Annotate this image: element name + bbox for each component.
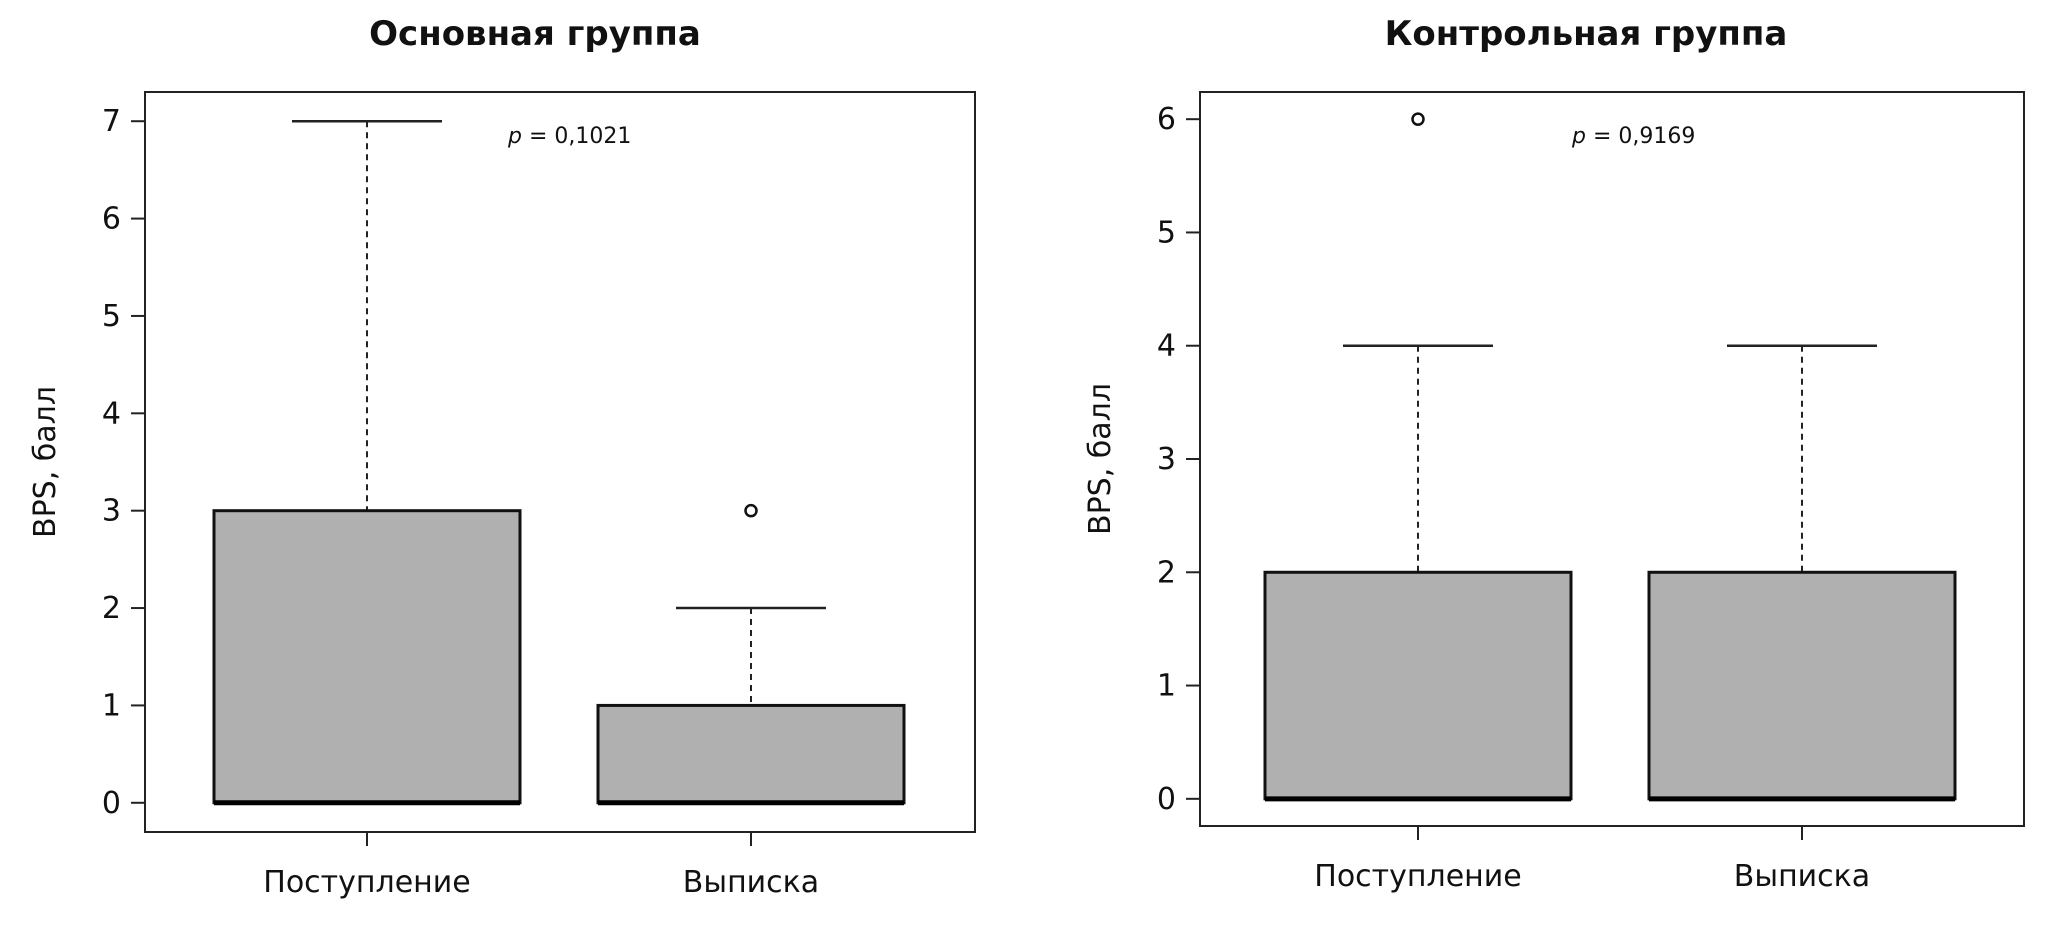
p-symbol: p [1571,124,1586,149]
p-value-annotation: p = 0,9169 [1571,124,1695,149]
outlier-point [1411,112,1425,126]
y-tick-label: 4 [102,396,121,431]
chart-panel-0: Основная группа BPS, балл 0 1 2 3 4 5 6 7 Поступле… [28,14,976,900]
y-axis-label: BPS, балл [28,386,63,538]
y-tick-label: 5 [1157,215,1176,250]
box-body [212,509,522,805]
x-tick-label: Поступление [263,865,470,900]
outlier-point [744,503,758,518]
plot-frame [144,91,976,833]
p-value: = 0,9169 [1586,124,1695,149]
chart-title: Основная группа [369,14,701,54]
y-tick-label: 0 [1157,782,1176,817]
y-tick-label: 1 [1157,669,1176,704]
y-tick-label: 6 [1157,102,1176,137]
p-symbol: p [507,124,522,149]
y-tick-label: 3 [102,494,121,529]
y-tick-label: 3 [1157,442,1176,477]
x-tick-label: Поступление [1314,859,1521,894]
x-tick-label: Выписка [1734,859,1870,894]
y-tick-label: 7 [102,104,121,139]
y-tick-label: 1 [102,688,121,723]
y-tick-label: 4 [1157,329,1176,364]
box-0: Поступление [1263,112,1573,894]
y-tick-label: 6 [102,202,121,237]
y-tick-label: 2 [1157,555,1176,590]
y-tick-label: 2 [102,591,121,626]
box-0: Поступление [212,119,522,900]
y-tick-label: 5 [102,299,121,334]
chart-title: Контрольная группа [1385,14,1788,54]
box-1: Выписка [596,503,906,900]
x-tick-label: Выписка [683,865,819,900]
y-tick-label: 0 [102,786,121,821]
box-body [596,703,906,805]
p-value: = 0,1021 [522,124,631,149]
box-1: Выписка [1647,344,1957,894]
y-axis-label: BPS, балл [1083,383,1118,535]
box-body [1263,570,1573,801]
p-value-annotation: p = 0,1021 [507,124,631,149]
box-body [1647,570,1957,801]
chart-panel-1: Контрольная группа BPS, балл 0 1 2 3 4 5 6 Поступ… [1083,14,2025,894]
